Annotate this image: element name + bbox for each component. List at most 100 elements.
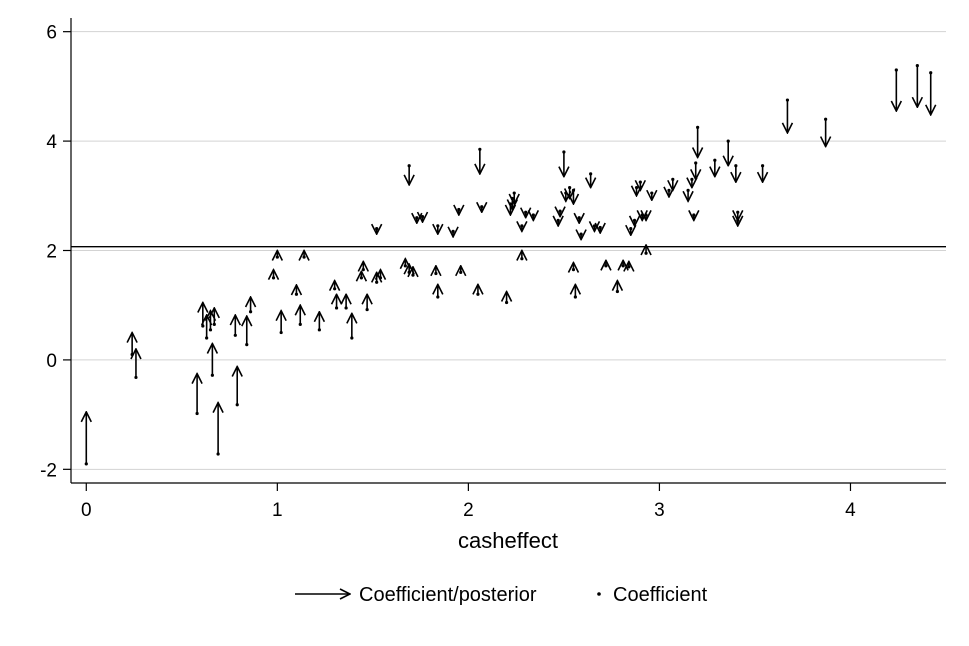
x-tick-label: 0 <box>81 500 92 521</box>
data-point <box>480 205 484 209</box>
y-tick-label: 6 <box>46 23 57 44</box>
data-point <box>894 68 898 72</box>
data-point <box>604 264 608 268</box>
data-point <box>696 125 700 130</box>
data-point <box>562 150 566 154</box>
data-point <box>208 328 213 332</box>
data-point <box>344 306 348 310</box>
y-tick-label: 4 <box>46 132 57 153</box>
data-point <box>434 271 438 276</box>
data-point <box>915 63 919 68</box>
data-point <box>520 257 524 261</box>
data-point <box>568 185 572 190</box>
data-point <box>634 185 639 190</box>
data-arrows <box>84 63 933 466</box>
data-point <box>248 310 253 314</box>
data-point <box>520 224 524 228</box>
data-point <box>692 213 696 217</box>
data-point <box>411 273 415 277</box>
data-point <box>558 209 562 213</box>
data-point <box>84 462 88 466</box>
data-point <box>640 213 644 217</box>
data-point <box>298 322 302 326</box>
data-point <box>627 265 631 269</box>
data-point <box>233 333 237 337</box>
data-point <box>420 214 425 219</box>
data-point <box>134 375 138 380</box>
data-point <box>736 210 740 214</box>
data-point <box>212 322 216 326</box>
data-point <box>415 216 419 220</box>
data-point <box>785 98 790 102</box>
data-point <box>524 210 528 214</box>
tick-marks: -2 0 2 4 6 0 1 2 3 4 <box>40 23 856 521</box>
data-point <box>564 191 568 195</box>
x-tick-label: 2 <box>463 500 474 521</box>
data-point <box>929 71 933 75</box>
data-point <box>275 255 279 259</box>
data-point <box>201 324 205 328</box>
data-point <box>359 276 363 280</box>
data-point <box>736 218 740 223</box>
data-point <box>271 276 276 280</box>
data-point <box>457 207 461 212</box>
x-tick-label: 4 <box>845 500 856 521</box>
data-point <box>824 117 828 121</box>
data-point <box>690 177 694 181</box>
data-point <box>294 292 299 296</box>
data-point <box>621 264 625 268</box>
data-point <box>317 328 321 332</box>
data-point <box>615 289 619 294</box>
legend: Coefficient/posterior Coefficient <box>295 584 708 606</box>
data-point <box>579 232 583 236</box>
data-point <box>734 164 738 168</box>
data-point <box>451 229 455 233</box>
data-point <box>686 188 690 192</box>
data-point <box>589 172 593 176</box>
data-point <box>671 177 675 181</box>
y-tick-label: -2 <box>40 460 57 481</box>
data-point <box>476 292 480 296</box>
data-point <box>216 452 220 456</box>
data-point <box>365 307 369 312</box>
legend-label-point: Coefficient <box>613 584 708 606</box>
data-point <box>760 164 765 168</box>
data-point <box>531 213 535 217</box>
data-point <box>375 280 379 284</box>
gridlines <box>71 31 946 470</box>
data-point <box>713 158 717 162</box>
data-point <box>334 306 339 310</box>
data-point <box>350 336 354 340</box>
data-point <box>644 213 648 217</box>
data-point <box>504 300 509 305</box>
legend-point-icon <box>597 592 601 596</box>
data-point <box>478 147 482 151</box>
data-point <box>632 218 637 223</box>
data-point <box>571 268 576 272</box>
data-point <box>210 373 214 377</box>
data-point <box>302 255 306 259</box>
data-point <box>667 188 671 192</box>
data-point <box>577 216 581 220</box>
y-tick-label: 0 <box>46 351 57 372</box>
data-point <box>571 188 576 192</box>
legend-label-arrow: Coefficient/posterior <box>359 584 537 606</box>
data-point <box>333 287 337 291</box>
data-point <box>459 270 463 274</box>
data-point <box>598 225 602 230</box>
data-point <box>235 403 239 407</box>
data-point <box>407 270 411 274</box>
data-point <box>403 264 407 268</box>
y-tick-label: 2 <box>46 242 57 263</box>
x-tick-label: 3 <box>654 500 665 521</box>
data-point <box>279 330 283 335</box>
data-point <box>650 191 654 195</box>
x-tick-label: 1 <box>272 500 283 521</box>
data-point <box>592 224 597 228</box>
data-point <box>644 251 648 255</box>
data-point <box>512 191 516 195</box>
data-point <box>638 180 642 184</box>
data-point <box>407 164 411 168</box>
